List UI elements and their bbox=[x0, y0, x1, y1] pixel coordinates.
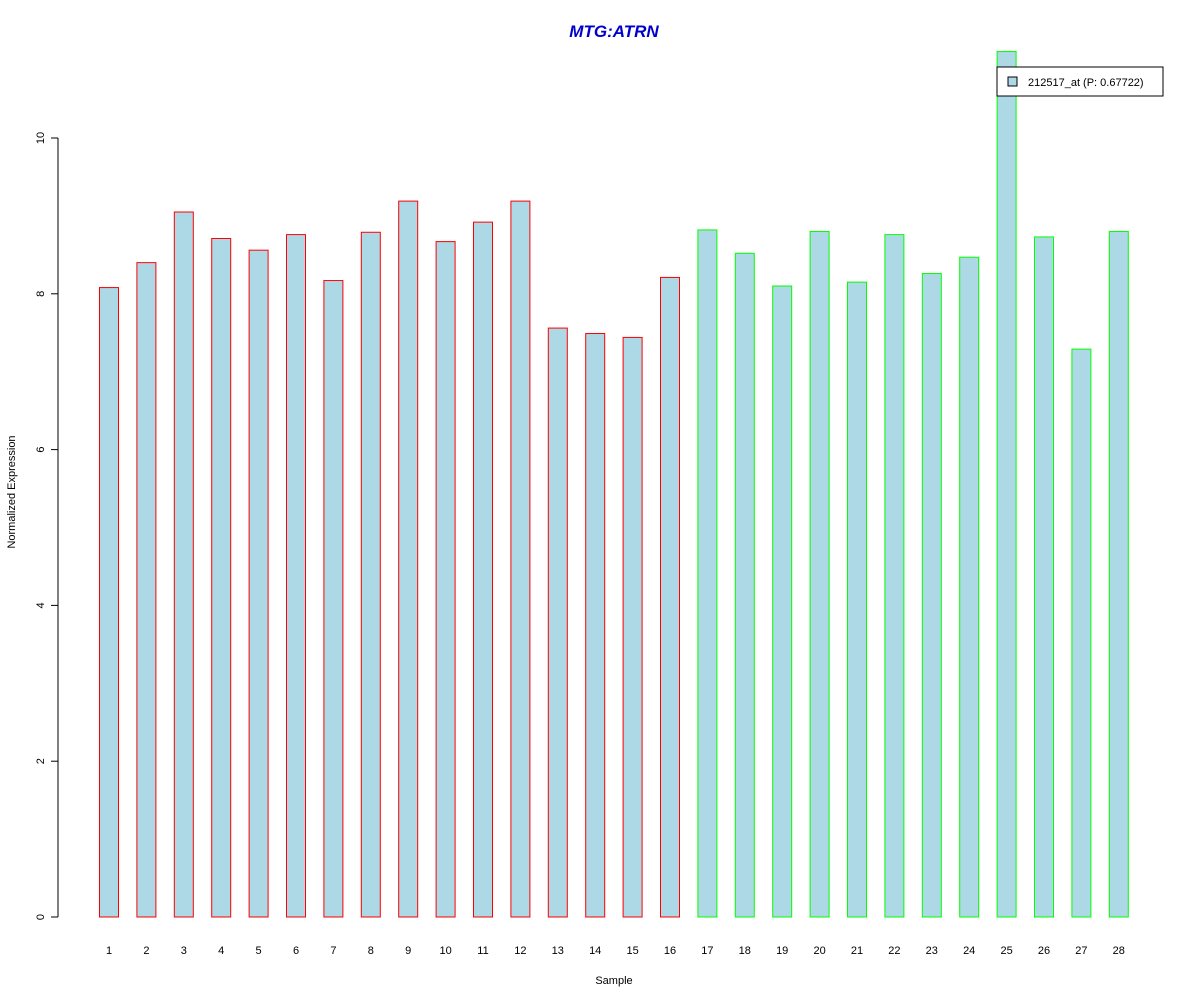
bar-sample-19 bbox=[772, 285, 793, 918]
y-axis-title: Normalized Expression bbox=[6, 435, 18, 548]
bar-sample-3 bbox=[173, 211, 194, 918]
bar-sample-16 bbox=[660, 276, 680, 918]
bar-sample-9 bbox=[398, 200, 419, 918]
bar-sample-20 bbox=[809, 230, 830, 918]
bar-sample-24 bbox=[959, 256, 980, 918]
bar-sample-28 bbox=[1108, 230, 1129, 918]
x-tick-label: 10 bbox=[439, 945, 451, 957]
bar-sample-11 bbox=[473, 221, 493, 918]
x-tick-label: 7 bbox=[330, 945, 336, 957]
x-tick-label: 28 bbox=[1113, 945, 1125, 957]
legend: 212517_at (P: 0.67722) bbox=[996, 66, 1164, 97]
x-tick-labels: 1 2 3 4 5 6 7 8 9 10 11 12 13 14 15 16 17 18 19 20 21 22 23 24 2… bbox=[106, 945, 1125, 957]
bar-sample-8 bbox=[360, 231, 381, 918]
bar-sample-17 bbox=[697, 229, 718, 918]
bar-sample-2 bbox=[136, 262, 157, 918]
x-tick-label: 26 bbox=[1038, 945, 1050, 957]
bar-sample-27 bbox=[1071, 348, 1092, 918]
bar-sample-6 bbox=[286, 234, 306, 918]
bar-sample-15 bbox=[622, 336, 643, 918]
y-tick-label: 2 bbox=[35, 758, 47, 764]
x-tick-label: 15 bbox=[626, 945, 638, 957]
bar-sample-18 bbox=[734, 252, 755, 918]
x-tick-label: 9 bbox=[405, 945, 411, 957]
y-tick-label: 6 bbox=[35, 447, 47, 453]
bar-sample-7 bbox=[323, 280, 344, 918]
bar-sample-13 bbox=[547, 327, 568, 918]
bar-sample-5 bbox=[248, 249, 269, 918]
x-tick-label: 8 bbox=[368, 945, 374, 957]
y-axis: 0 2 4 6 8 10 bbox=[35, 132, 59, 920]
x-tick-label: 2 bbox=[143, 945, 149, 957]
bar-sample-23 bbox=[921, 273, 942, 918]
x-tick-label: 18 bbox=[739, 945, 751, 957]
x-tick-label: 16 bbox=[664, 945, 676, 957]
x-tick-label: 4 bbox=[218, 945, 224, 957]
x-tick-label: 13 bbox=[552, 945, 564, 957]
y-tick-label: 8 bbox=[35, 291, 47, 297]
bar-sample-1 bbox=[99, 287, 119, 918]
x-tick-label: 6 bbox=[293, 945, 299, 957]
x-tick-label: 5 bbox=[256, 945, 262, 957]
x-tick-label: 24 bbox=[963, 945, 975, 957]
x-tick-label: 25 bbox=[1000, 945, 1012, 957]
y-tick-label: 10 bbox=[35, 132, 47, 144]
bar-sample-25 bbox=[996, 51, 1017, 918]
bar-sample-10 bbox=[435, 241, 456, 918]
x-tick-label: 17 bbox=[701, 945, 713, 957]
x-tick-label: 19 bbox=[776, 945, 788, 957]
x-tick-label: 27 bbox=[1075, 945, 1087, 957]
x-axis-title: Sample bbox=[595, 975, 632, 987]
bar-sample-21 bbox=[847, 281, 867, 918]
chart-title: MTG:ATRN bbox=[569, 22, 659, 41]
x-tick-label: 12 bbox=[514, 945, 526, 957]
bar-sample-26 bbox=[1034, 236, 1054, 918]
bar-sample-12 bbox=[510, 200, 531, 918]
x-tick-label: 1 bbox=[106, 945, 112, 957]
legend-label: 212517_at (P: 0.67722) bbox=[1028, 77, 1144, 89]
legend-box bbox=[996, 66, 1164, 97]
x-tick-label: 11 bbox=[477, 945, 488, 957]
x-tick-label: 21 bbox=[851, 945, 863, 957]
x-tick-label: 22 bbox=[888, 945, 900, 957]
x-tick-label: 23 bbox=[926, 945, 938, 957]
bar-sample-4 bbox=[211, 237, 232, 918]
x-tick-label: 3 bbox=[181, 945, 187, 957]
x-tick-label: 20 bbox=[813, 945, 825, 957]
y-tick-label: 0 bbox=[35, 914, 47, 920]
x-tick-label: 14 bbox=[589, 945, 601, 957]
bars bbox=[99, 51, 1129, 918]
bar-sample-22 bbox=[884, 234, 905, 918]
bar-sample-14 bbox=[585, 333, 606, 918]
legend-swatch bbox=[1007, 76, 1018, 87]
y-tick-label: 4 bbox=[35, 602, 47, 608]
